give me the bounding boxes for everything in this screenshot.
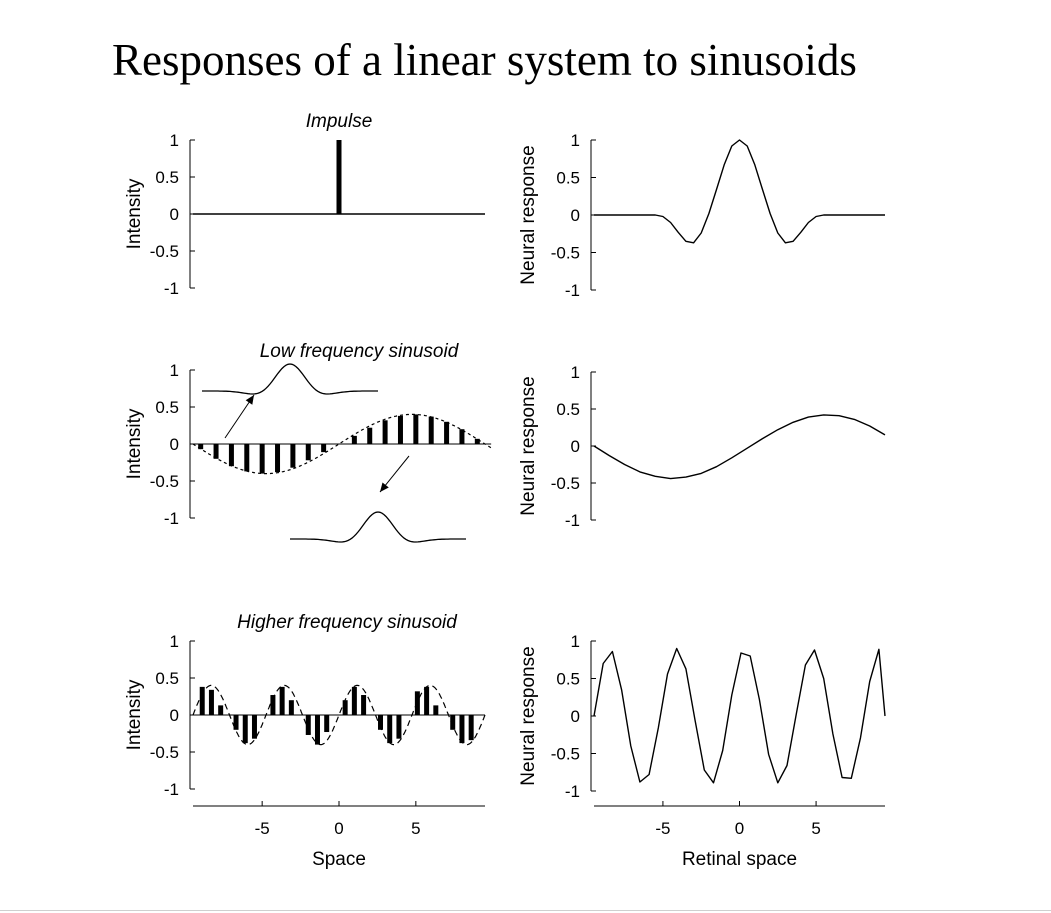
page-title: Responses of a linear system to sinusoid… bbox=[112, 35, 857, 85]
panel-title: Low frequency sinusoid bbox=[260, 341, 460, 362]
x-axis-title: Retinal space bbox=[682, 849, 797, 870]
y-tick-label: 1 bbox=[170, 632, 179, 651]
y-tick-label: 0.5 bbox=[155, 168, 179, 187]
y-tick-label: 1 bbox=[571, 131, 580, 150]
x-tick-label: 0 bbox=[735, 819, 744, 838]
y-tick-label: -1 bbox=[164, 780, 179, 799]
arrow-head bbox=[380, 482, 389, 492]
high-frequency-input-panel: 1 0.5 0 -0.5 -1 Intensity Higher frequency sin… bbox=[124, 612, 486, 870]
y-tick-label: -1 bbox=[565, 511, 580, 530]
y-tick-label: 0.5 bbox=[556, 169, 580, 188]
y-tick-label: -0.5 bbox=[551, 474, 580, 493]
y-tick-label: 1 bbox=[571, 632, 580, 651]
y-tick-label: 0.5 bbox=[556, 670, 580, 689]
response-curve bbox=[593, 414, 886, 480]
y-tick-label: -0.5 bbox=[551, 745, 580, 764]
y-axis-title: Intensity bbox=[124, 408, 145, 479]
slide-bottom-border bbox=[0, 910, 1051, 911]
y-tick-label: 0 bbox=[571, 707, 580, 726]
x-tick-label: 5 bbox=[811, 819, 820, 838]
y-axis-title: Neural response bbox=[518, 646, 539, 785]
high-frequency-response-panel: 1 0.5 0 -0.5 -1 Neural response -5 0 5 Retinal sp… bbox=[518, 632, 886, 870]
y-axis-title: Neural response bbox=[518, 145, 539, 284]
x-tick-label: 5 bbox=[411, 819, 420, 838]
sinusoid-envelope bbox=[192, 684, 486, 746]
x-axis-title: Space bbox=[312, 849, 366, 870]
y-axis-title: Intensity bbox=[124, 679, 145, 750]
y-tick-label: 1 bbox=[170, 361, 179, 380]
sinusoid-envelope bbox=[192, 413, 492, 475]
x-tick-label: -5 bbox=[655, 819, 670, 838]
impulse-input-panel: 1 0.5 0 -0.5 -1 Intensity Impulse bbox=[124, 111, 485, 298]
y-tick-label: 0 bbox=[571, 206, 580, 225]
y-tick-label: 0 bbox=[170, 205, 179, 224]
impulse-response-panel: 1 0.5 0 -0.5 -1 Neural response bbox=[518, 131, 885, 300]
x-tick-label: 0 bbox=[334, 819, 343, 838]
y-tick-label: -0.5 bbox=[150, 743, 179, 762]
panel-title: Higher frequency sinusoid bbox=[237, 612, 458, 633]
y-tick-label: -1 bbox=[164, 509, 179, 528]
y-tick-label: 0.5 bbox=[556, 400, 580, 419]
arrow-head bbox=[245, 395, 254, 405]
y-tick-label: -0.5 bbox=[551, 244, 580, 263]
y-tick-label: 1 bbox=[170, 131, 179, 150]
y-tick-label: -0.5 bbox=[150, 472, 179, 491]
y-tick-label: -1 bbox=[164, 279, 179, 298]
y-tick-label: 1 bbox=[571, 363, 580, 382]
y-axis-title: Intensity bbox=[124, 178, 145, 249]
x-tick-label: -5 bbox=[255, 819, 270, 838]
y-tick-label: 0 bbox=[170, 435, 179, 454]
response-curve bbox=[593, 647, 886, 784]
y-axis-title: Neural response bbox=[518, 376, 539, 515]
response-curve bbox=[594, 139, 885, 244]
kernel-inset-curve bbox=[290, 511, 466, 543]
y-tick-label: -1 bbox=[565, 782, 580, 801]
panel-title: Impulse bbox=[306, 111, 373, 132]
y-tick-label: 0.5 bbox=[155, 669, 179, 688]
y-tick-label: 0.5 bbox=[155, 398, 179, 417]
y-tick-label: -1 bbox=[565, 281, 580, 300]
low-frequency-input-panel: 1 0.5 0 -0.5 -1 Intensity Low frequency sinuso… bbox=[124, 341, 492, 543]
y-tick-label: 0 bbox=[170, 706, 179, 725]
low-frequency-response-panel: 1 0.5 0 -0.5 -1 Neural response bbox=[518, 363, 886, 530]
y-tick-label: 0 bbox=[571, 437, 580, 456]
kernel-inset-curve bbox=[202, 363, 378, 395]
y-tick-label: -0.5 bbox=[150, 242, 179, 261]
